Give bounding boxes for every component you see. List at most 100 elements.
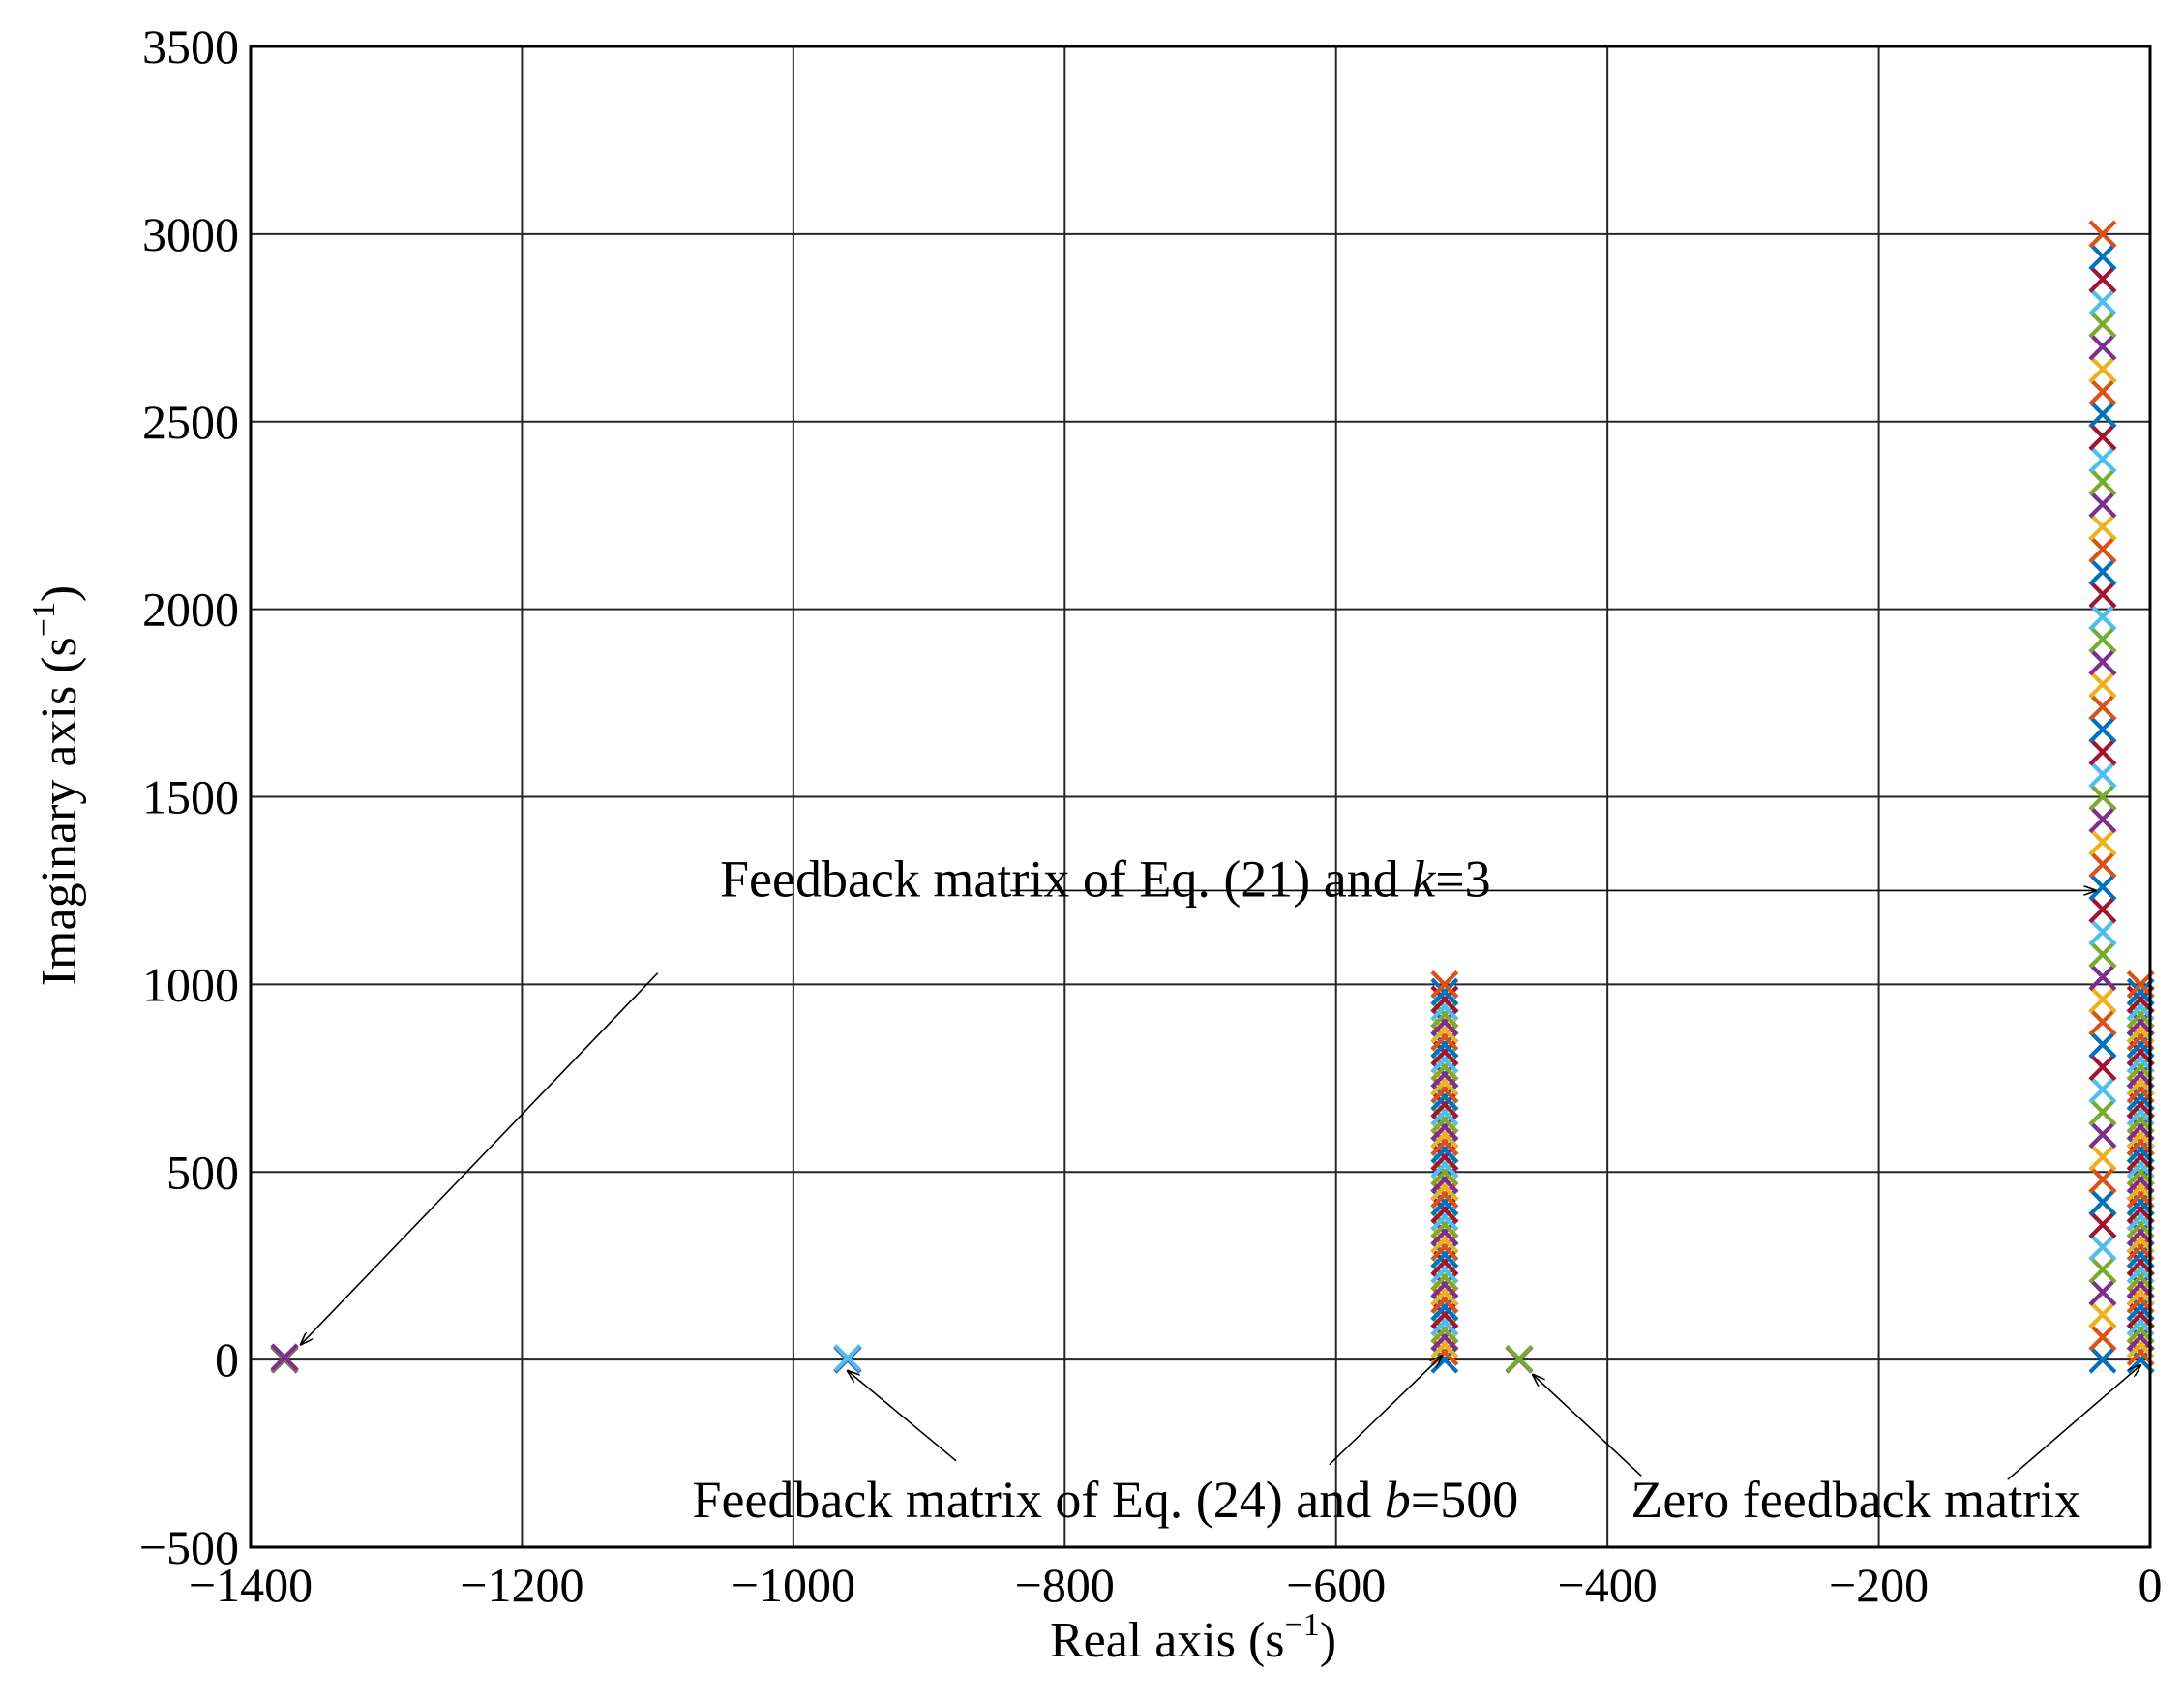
pole-marker [2088, 264, 2117, 293]
y-tick-label: 1500 [142, 770, 239, 824]
x-tick-label: 0 [2139, 1558, 2163, 1612]
pole-marker [2088, 647, 2117, 676]
pole-marker [1505, 1344, 1534, 1373]
pole-marker [2088, 940, 2117, 969]
pole-marker [2088, 1233, 2117, 1262]
pole-marker [2088, 557, 2117, 586]
y-tick-label: 3500 [142, 19, 239, 74]
pole-marker [2088, 1097, 2117, 1126]
pole-marker [2088, 354, 2117, 383]
annotation-text: Feedback matrix of Eq. (24) and b=500 [692, 1471, 1518, 1529]
pole-marker [2088, 602, 2117, 631]
pole-marker [2088, 1165, 2117, 1194]
pole-marker [2088, 895, 2117, 924]
pole-marker [2088, 580, 2117, 609]
y-tick-label: −500 [139, 1520, 239, 1574]
annotation-text-part: b [1385, 1471, 1411, 1529]
pole-marker [2088, 805, 2117, 834]
x-tick-labels: −1400 −1200 −1000 −800 −600 −400 −200 0 [189, 1558, 2163, 1612]
x-axis-label-sup: −1 [1285, 1607, 1320, 1643]
pole-marker [2088, 445, 2117, 474]
pole-marker [2088, 1255, 2117, 1284]
y-tick-label: 500 [166, 1145, 239, 1199]
x-tick-label: −1400 [189, 1558, 313, 1612]
y-tick-label: 2500 [142, 395, 239, 449]
pole-marker [2088, 490, 2117, 519]
pole-marker [2088, 287, 2117, 316]
annotation-arrow [1329, 1356, 1442, 1466]
pole-marker [2088, 1143, 2117, 1172]
pole-marker [2088, 873, 2117, 902]
pole-marker [2088, 715, 2117, 744]
y-axis-label-text: Imaginary axis (s [32, 637, 87, 986]
annotation-text: Zero feedback matrix [1631, 1471, 2080, 1529]
plot-frame [249, 45, 2152, 1549]
pole-marker [2088, 1007, 2117, 1036]
y-tick-labels: −500 0 500 1000 1500 2000 2500 3000 3500 [139, 19, 239, 1574]
x-axis-label-close: ) [1320, 1613, 1336, 1668]
pole-marker [2088, 1187, 2117, 1216]
annotation-text-part: =500 [1411, 1471, 1518, 1529]
x-tick-label: −200 [1829, 1558, 1929, 1612]
pole-marker [2088, 963, 2117, 992]
pole-marker [2088, 827, 2117, 856]
annotation-text-part: Feedback matrix of Eq. (21) and [720, 850, 1412, 908]
pole-marker [270, 1343, 299, 1372]
pole-marker [2088, 1210, 2117, 1239]
pole-marker [2088, 917, 2117, 946]
y-tick-label: 2000 [142, 582, 239, 637]
pole-marker [2088, 625, 2117, 654]
pole-marker [2088, 783, 2117, 811]
x-axis-label: Real axis (s−1) [1050, 1607, 1336, 1668]
y-tick-label: 3000 [142, 207, 239, 261]
y-axis-label: Imaginary axis (s−1) [26, 585, 87, 987]
annotation-text: Feedback matrix of Eq. (21) and k=3 [720, 850, 1491, 908]
annotation-arrow [301, 972, 659, 1345]
pole-marker [2088, 1300, 2117, 1329]
x-tick-label: −800 [1015, 1558, 1115, 1612]
pole-marker [2088, 1119, 2117, 1149]
pole-marker [2088, 850, 2117, 879]
pole-marker [1430, 977, 1459, 1006]
pole-marker [2088, 1277, 2117, 1306]
pole-marker [2088, 422, 2117, 451]
grid-lines [250, 45, 2151, 1548]
x-tick-label: −1000 [732, 1558, 855, 1612]
y-tick-label: 1000 [142, 957, 239, 1011]
annotation-arrow [1533, 1375, 1642, 1477]
pole-marker [2088, 985, 2117, 1014]
pole-marker [2088, 1030, 2117, 1059]
pole-marker [2088, 1345, 2117, 1374]
x-axis-label-text: Real axis (s [1050, 1613, 1285, 1668]
annotation-text-part: =3 [1435, 850, 1490, 908]
annotation-arrow [2007, 1365, 2140, 1480]
x-tick-label: −400 [1558, 1558, 1658, 1612]
pole-marker [2088, 377, 2117, 406]
pole-marker [2088, 400, 2117, 429]
y-axis-label-close: ) [32, 585, 87, 602]
annotation-text-part: k [1412, 850, 1436, 908]
pole-marker [833, 1344, 862, 1373]
x-tick-label: −1200 [460, 1558, 583, 1612]
pole-marker [2088, 535, 2117, 564]
annotations: Feedback matrix of Eq. (21) and k=3Feedb… [301, 850, 2140, 1529]
pole-marker [2088, 512, 2117, 541]
pole-marker [2088, 737, 2117, 766]
annotation-text-part: Zero feedback matrix [1631, 1471, 2080, 1529]
pole-marker [2088, 220, 2117, 249]
annotation-arrow [848, 1371, 957, 1462]
pole-marker [2088, 670, 2117, 699]
pole-marker [2088, 760, 2117, 789]
pole-marker [2088, 1053, 2117, 1082]
y-tick-label: 0 [215, 1332, 239, 1387]
pole-marker [2088, 242, 2117, 271]
pole-marker [1430, 970, 1459, 999]
annotation-text-part: Feedback matrix of Eq. (24) and [692, 1471, 1384, 1529]
pole-marker [2088, 1075, 2117, 1104]
x-tick-label: −600 [1286, 1558, 1386, 1612]
pole-marker [2088, 332, 2117, 361]
pole-marker [2088, 1323, 2117, 1352]
pole-marker [2088, 467, 2117, 496]
pole-marker [2088, 692, 2117, 721]
